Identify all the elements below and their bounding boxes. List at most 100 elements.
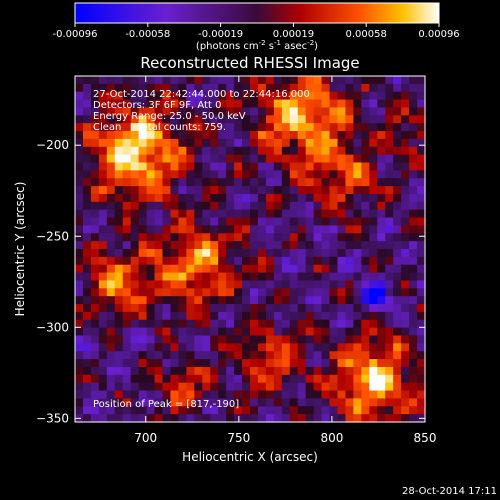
heatmap-cell [337, 335, 347, 344]
heatmap-cell [377, 319, 386, 329]
heatmap-cell [409, 311, 418, 321]
heatmap-cell [75, 99, 84, 109]
heatmap-cell [250, 327, 259, 337]
heatmap-cell [234, 359, 243, 368]
heatmap-cell [385, 256, 394, 266]
heatmap-cell [154, 123, 164, 132]
heatmap-cell [210, 170, 219, 179]
heatmap-cell [75, 296, 84, 305]
heatmap-cell [98, 217, 108, 227]
heatmap-cell [257, 288, 267, 297]
heatmap-cell [194, 296, 203, 305]
heatmap-cell [178, 178, 187, 187]
heatmap-cell [170, 398, 179, 407]
heatmap-cell [281, 366, 291, 376]
heatmap-cell [321, 335, 331, 344]
heatmap-cell [90, 233, 100, 242]
heatmap-cell [273, 272, 283, 282]
heatmap-cell [130, 115, 140, 124]
heatmap-cell [162, 154, 172, 164]
heatmap-cell [162, 91, 172, 101]
heatmap-cell [130, 280, 140, 289]
heatmap-cell [369, 186, 378, 195]
heatmap-cell [265, 311, 275, 321]
heatmap-cell [242, 162, 251, 171]
heatmap-cell [130, 256, 140, 266]
heatmap-cell [210, 217, 219, 227]
heatmap-cell [98, 83, 108, 93]
heatmap-cell [345, 374, 354, 384]
heatmap-cell [385, 366, 394, 376]
heatmap-cell [377, 249, 386, 258]
heatmap-cell [377, 178, 386, 187]
heatmap-cell [242, 154, 251, 164]
heatmap-cell [138, 343, 148, 352]
heatmap-cell [98, 225, 108, 234]
heatmap-cell [202, 390, 211, 400]
heatmap-cell [82, 162, 92, 171]
heatmap-cell [250, 359, 259, 368]
heatmap-cell [257, 382, 267, 392]
heatmap-cell [385, 241, 394, 250]
heatmap-cell [281, 280, 291, 289]
heatmap-cell [82, 382, 92, 392]
heatmap-cell [218, 209, 227, 219]
heatmap-cell [218, 374, 227, 384]
heatmap-cell [154, 374, 164, 384]
heatmap-cell [337, 382, 347, 392]
heatmap-cell [401, 233, 410, 242]
heatmap-cell [170, 343, 179, 352]
heatmap-cell [242, 115, 251, 124]
heatmap-cell [377, 288, 386, 297]
heatmap-cell [138, 201, 148, 211]
heatmap-cell [146, 311, 156, 321]
colorbar-tick-label: 0.00019 [273, 29, 314, 40]
heatmap-cell [218, 225, 227, 234]
heatmap-cell [210, 99, 219, 109]
heatmap-cell [281, 138, 291, 148]
heatmap-cell [297, 115, 307, 124]
heatmap-cell [337, 201, 347, 211]
heatmap-cell [337, 233, 347, 242]
heatmap-cell [122, 123, 132, 132]
heatmap-cell [321, 390, 331, 400]
heatmap-cell [345, 217, 354, 227]
heatmap-cell [130, 311, 140, 321]
heatmap-cell [226, 351, 235, 360]
heatmap-cell [82, 186, 92, 195]
heatmap-cell [353, 311, 362, 321]
heatmap-cell [178, 366, 187, 376]
heatmap-cell [393, 115, 402, 124]
heatmap-cell [154, 99, 164, 109]
heatmap-cell [313, 186, 323, 195]
heatmap-cell [377, 343, 386, 352]
heatmap-cell [377, 264, 386, 274]
heatmap-cell [146, 123, 156, 132]
heatmap-cell [369, 335, 378, 344]
heatmap-cell [385, 264, 394, 274]
heatmap-cell [106, 390, 116, 400]
heatmap-cell [138, 107, 148, 116]
heatmap-cell [90, 115, 100, 124]
heatmap-cell [210, 162, 219, 171]
heatmap-cell [138, 280, 148, 289]
heatmap-cell [186, 201, 195, 211]
heatmap-cell [242, 359, 251, 368]
heatmap-cell [75, 351, 84, 360]
heatmap-cell [345, 241, 354, 250]
heatmap-cell [385, 131, 394, 140]
heatmap-cell [90, 146, 100, 156]
heatmap-cell [329, 249, 339, 258]
heatmap-cell [122, 131, 132, 140]
heatmap-cell [273, 107, 283, 116]
heatmap-cell [337, 390, 347, 400]
heatmap-cell [273, 99, 283, 109]
heatmap-cell [257, 225, 267, 234]
heatmap-cell [409, 170, 418, 179]
heatmap-cell [273, 319, 283, 329]
heatmap-cell [202, 123, 211, 132]
heatmap-cell [250, 406, 259, 415]
heatmap-cell [226, 201, 235, 211]
heatmap-cell [369, 264, 378, 274]
heatmap-cell [202, 115, 211, 124]
